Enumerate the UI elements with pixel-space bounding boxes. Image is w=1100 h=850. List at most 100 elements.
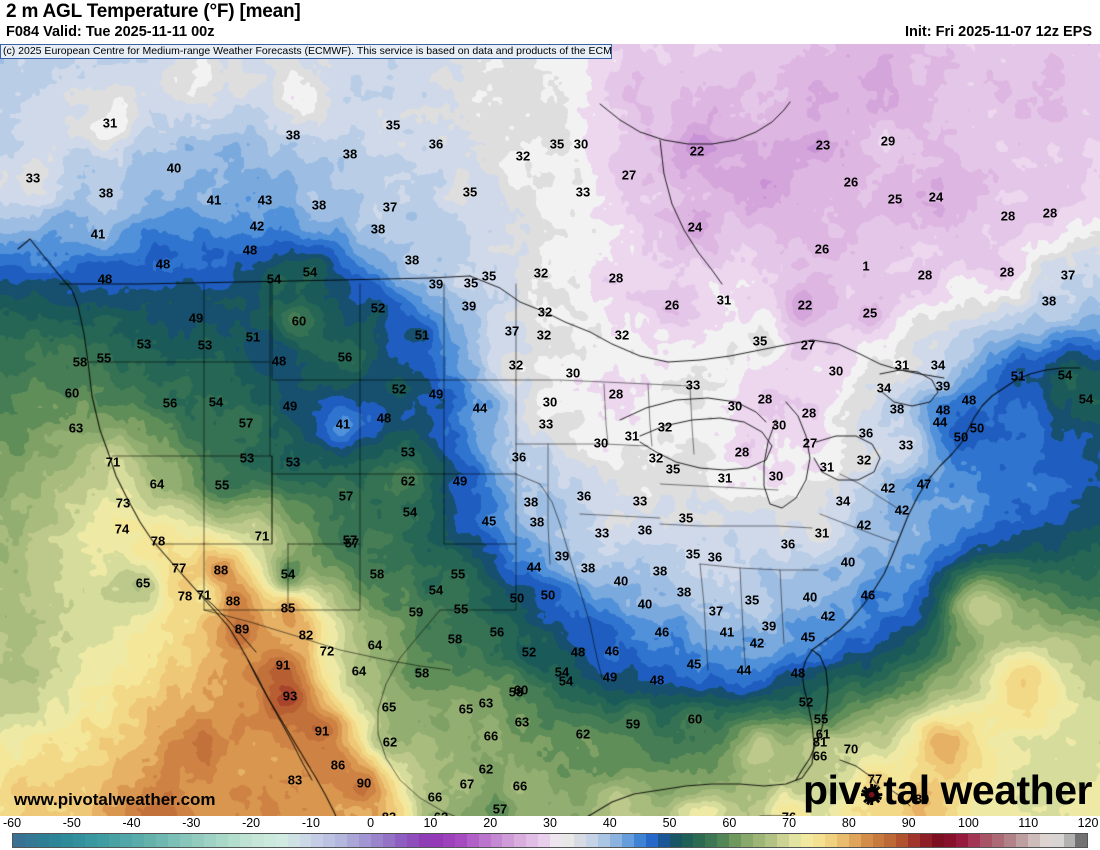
colorbar-swatch — [765, 834, 777, 847]
colorbar-tick: -20 — [242, 816, 261, 830]
colorbar-swatch — [645, 834, 658, 847]
colorbar-tick: -60 — [2, 816, 22, 830]
colorbar-swatch — [1063, 834, 1076, 847]
colorbar-swatch — [24, 834, 37, 847]
colorbar-swatch — [586, 834, 598, 847]
colorbar-swatch — [693, 834, 706, 847]
ecmwf-copyright-notice: (c) 2025 European Centre for Medium-rang… — [0, 44, 612, 59]
colorbar-swatch — [597, 834, 610, 847]
colorbar-swatch — [788, 834, 801, 847]
colorbar-swatch — [192, 834, 204, 847]
colorbar-swatch — [227, 834, 240, 847]
colorbar-tick: 100 — [958, 816, 979, 830]
header-bar: 2 m AGL Temperature (°F) [mean] F084 Val… — [0, 0, 1100, 42]
colorbar-swatch — [729, 834, 742, 847]
colorbar-swatch — [466, 834, 479, 847]
colorbar-swatch — [944, 834, 957, 847]
colorbar-swatch — [108, 834, 121, 847]
colorbar-tick: -40 — [122, 816, 141, 830]
map-raster-canvas[interactable] — [0, 44, 1100, 816]
colorbar-swatch — [48, 834, 61, 847]
colorbar-swatch — [1075, 834, 1087, 847]
colorbar-swatch — [848, 834, 861, 847]
colorbar-swatch — [120, 834, 133, 847]
colorbar-swatch — [251, 834, 264, 847]
colorbar-swatch — [132, 834, 145, 847]
brand-text-left: piv — [803, 767, 861, 813]
colorbar-swatch — [335, 834, 348, 847]
colorbar-tick: 90 — [901, 816, 916, 830]
colorbar-swatch — [1051, 834, 1064, 847]
colorbar-swatch — [502, 834, 515, 847]
colorbar-swatch — [681, 834, 694, 847]
colorbar-swatch — [550, 834, 563, 847]
colorbar-swatch — [430, 834, 443, 847]
colorbar-swatch — [156, 834, 169, 847]
colorbar-swatch — [538, 834, 551, 847]
colorbar-swatch — [215, 834, 228, 847]
colorbar-swatch — [753, 834, 766, 847]
colorbar-swatch — [442, 834, 455, 847]
colorbar-swatch — [144, 834, 157, 847]
colorbar-tick: 110 — [1018, 816, 1039, 830]
colorbar-swatch — [406, 834, 419, 847]
colorbar-swatch — [872, 834, 885, 847]
colorbar-swatch — [478, 834, 491, 847]
colorbar-swatch — [418, 834, 431, 847]
colorbar-swatch — [1015, 834, 1028, 847]
colorbar-swatch — [490, 834, 503, 847]
colorbar-swatch — [896, 834, 909, 847]
colorbar-swatch — [1039, 834, 1052, 847]
colorbar-swatch — [705, 834, 718, 847]
colorbar-swatch — [526, 834, 539, 847]
colorbar-swatch — [633, 834, 646, 847]
colorbar-swatch — [956, 834, 968, 847]
colorbar-swatch — [311, 834, 324, 847]
colorbar-swatch — [932, 834, 945, 847]
brand-text-right: tal weather — [883, 767, 1092, 813]
colorbar-swatch — [777, 834, 789, 847]
colorbar-swatch — [180, 834, 193, 847]
colorbar-tick: 60 — [722, 816, 737, 830]
colorbar-swatch — [371, 834, 384, 847]
colorbar-swatch — [824, 834, 837, 847]
colorbar-swatch — [275, 834, 288, 847]
colorbar-swatch — [908, 834, 921, 847]
colorbar-swatch — [383, 834, 395, 847]
colorbar-swatch — [299, 834, 312, 847]
colorbar-swatch — [204, 834, 216, 847]
colorbar-swatch — [920, 834, 933, 847]
valid-time-label: F084 Valid: Tue 2025-11-11 00z — [6, 24, 215, 40]
colorbar-swatch — [514, 834, 527, 847]
colorbar-tick: 10 — [423, 816, 438, 830]
brand-watermark: piv tal weather — [803, 767, 1092, 814]
temperature-map[interactable]: 31 33 38 40 41 43 42 41 48 48 38 38 38 38 37 35 38 36 35 35… — [0, 44, 1100, 816]
colorbar-swatch — [812, 834, 825, 847]
colorbar-swatch — [168, 834, 181, 847]
colorbar-swatch — [609, 834, 622, 847]
colorbar-swatch — [263, 834, 276, 847]
colorbar-swatch — [96, 834, 109, 847]
colorbar-swatch — [968, 834, 980, 847]
gear-icon — [861, 783, 883, 805]
colorbar-swatch — [454, 834, 467, 847]
colorbar-swatch — [395, 834, 407, 847]
colorbar-tick: -50 — [62, 816, 81, 830]
colorbar-swatch — [621, 834, 634, 847]
colorbar-tick-labels: -60 -50 -40 -30 -20 -10 0 10 20 30 40 50 60 70 80 90 100… — [0, 816, 1100, 832]
colorbar-tick: -30 — [182, 816, 201, 830]
colorbar-swatch — [657, 834, 670, 847]
colorbar-swatch — [884, 834, 897, 847]
colorbar-tick: 50 — [662, 816, 677, 830]
colorbar-swatch — [1003, 834, 1016, 847]
colorbar-tick: 70 — [782, 816, 797, 830]
colorbar-swatch — [860, 834, 873, 847]
page-title: 2 m AGL Temperature (°F) [mean] — [6, 1, 301, 22]
colorbar: -60 -50 -40 -30 -20 -10 0 10 20 30 40 50 60 70 80 90 100… — [0, 816, 1100, 850]
colorbar-swatch — [991, 834, 1004, 847]
colorbar-gradient — [12, 833, 1088, 848]
colorbar-tick: 80 — [841, 816, 856, 830]
colorbar-swatch — [84, 834, 97, 847]
colorbar-swatch — [979, 834, 992, 847]
